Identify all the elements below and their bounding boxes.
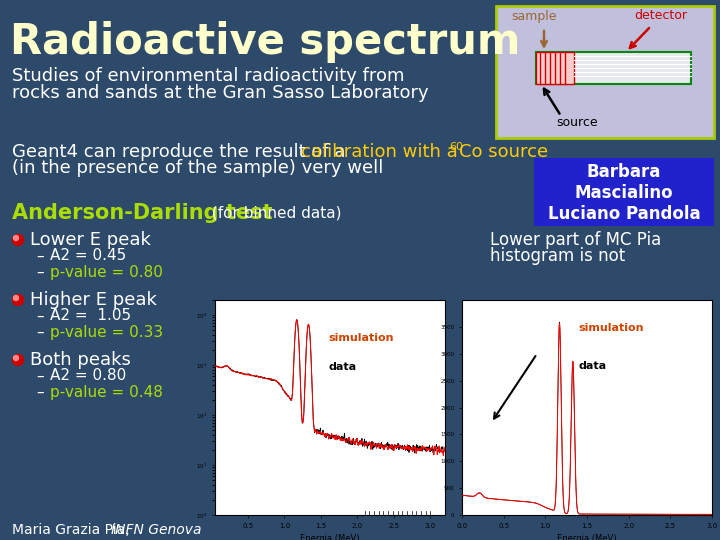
Text: Anderson-Darling test: Anderson-Darling test (12, 203, 272, 223)
Text: Studies of environmental radioactivity from: Studies of environmental radioactivity f… (12, 67, 405, 85)
Text: data: data (328, 362, 356, 372)
Text: simulation: simulation (328, 333, 394, 343)
Text: –: – (36, 248, 44, 264)
Text: Lower part of MC Pia: Lower part of MC Pia (490, 231, 661, 249)
Text: –: – (36, 368, 44, 383)
Bar (536, 52, 691, 84)
Text: Higher E peak: Higher E peak (30, 291, 157, 309)
Text: Geant4 can reproduce the result of a: Geant4 can reproduce the result of a (12, 143, 351, 161)
Bar (496, 6, 714, 138)
Text: –: – (36, 384, 44, 400)
Text: Maria Grazia Pia,: Maria Grazia Pia, (12, 523, 134, 537)
Text: sample: sample (511, 10, 557, 23)
Bar (536, 52, 574, 84)
Circle shape (14, 355, 19, 361)
X-axis label: Energia (MeV): Energia (MeV) (300, 534, 360, 540)
X-axis label: Energia (MeV): Energia (MeV) (557, 534, 617, 540)
Text: data: data (579, 361, 607, 371)
Text: source: source (556, 116, 598, 129)
Text: calibration with a: calibration with a (301, 143, 463, 161)
Text: (for binned data): (for binned data) (207, 206, 342, 220)
Bar (534, 158, 714, 226)
Text: Mascialino: Mascialino (575, 184, 673, 202)
Circle shape (12, 234, 24, 246)
Text: –: – (36, 325, 44, 340)
Circle shape (12, 354, 24, 366)
Text: simulation: simulation (579, 323, 644, 333)
Text: –: – (36, 265, 44, 280)
Text: Barbara: Barbara (587, 163, 661, 181)
Text: (in the presence of the sample) very well: (in the presence of the sample) very wel… (12, 159, 383, 177)
Text: Luciano Pandola: Luciano Pandola (548, 205, 701, 223)
Text: Lower E peak: Lower E peak (30, 231, 151, 249)
Circle shape (14, 235, 19, 240)
Text: –: – (36, 308, 44, 323)
Text: histogram is not: histogram is not (490, 247, 625, 265)
Text: detector: detector (634, 9, 687, 22)
Text: A2 =  1.05: A2 = 1.05 (50, 308, 131, 323)
Circle shape (14, 295, 19, 300)
Text: A2 = 0.45: A2 = 0.45 (50, 248, 126, 264)
Text: rocks and sands at the Gran Sasso Laboratory: rocks and sands at the Gran Sasso Labora… (12, 84, 428, 102)
Text: p-value = 0.33: p-value = 0.33 (50, 325, 163, 340)
Text: Radioactive spectrum: Radioactive spectrum (10, 21, 521, 63)
Circle shape (12, 294, 24, 306)
Text: Co source: Co source (459, 143, 548, 161)
Text: A2 = 0.80: A2 = 0.80 (50, 368, 126, 383)
Text: Both peaks: Both peaks (30, 351, 131, 369)
Text: p-value = 0.48: p-value = 0.48 (50, 384, 163, 400)
Text: p-value = 0.80: p-value = 0.80 (50, 265, 163, 280)
Text: INFN Genova: INFN Genova (111, 523, 202, 537)
Text: 60: 60 (449, 142, 463, 152)
